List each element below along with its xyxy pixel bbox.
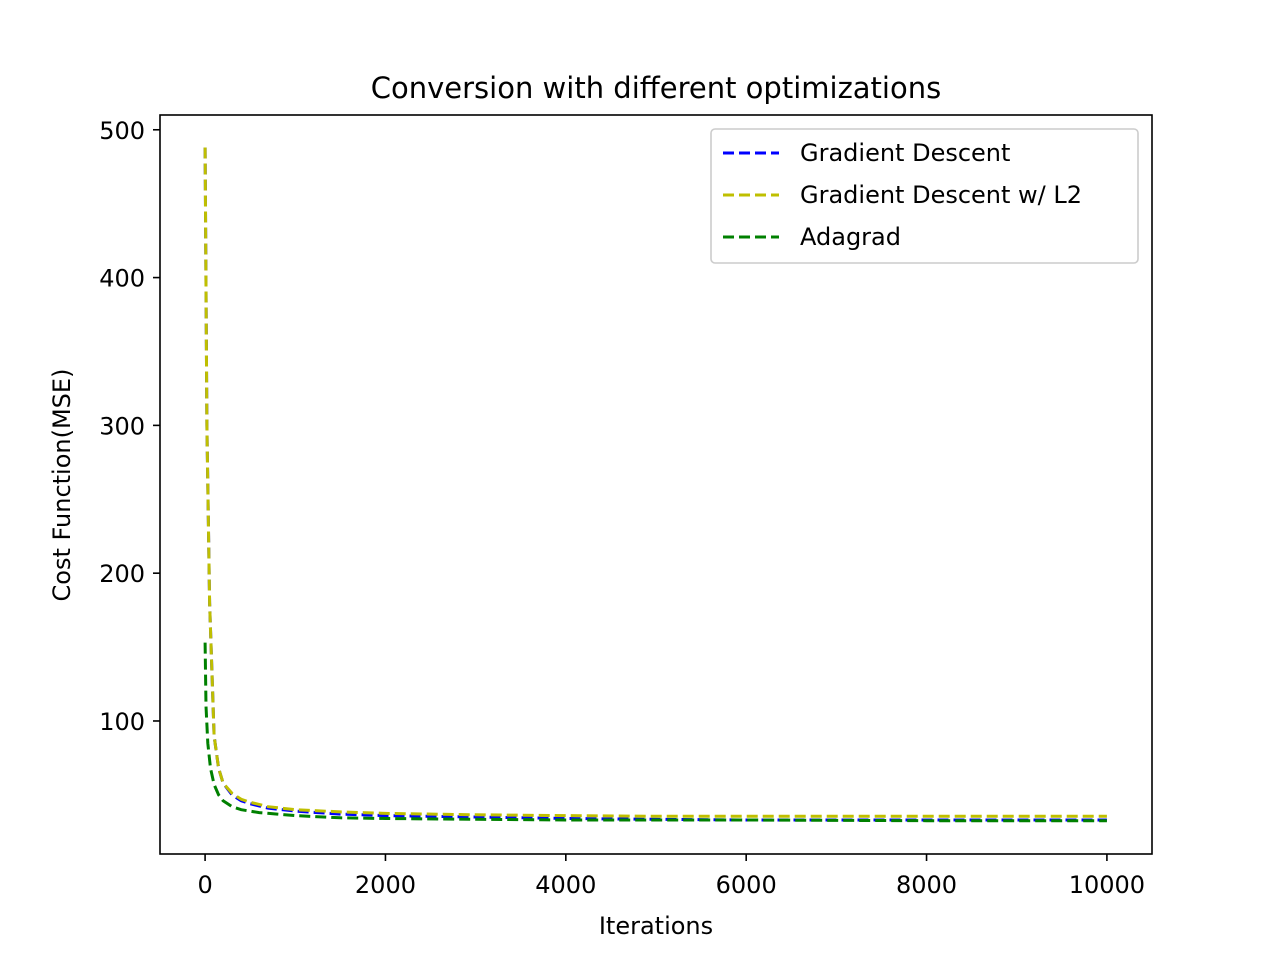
legend-label-1: Gradient Descent w/ L2 [800, 181, 1082, 209]
plot-area [203, 147, 1107, 823]
legend: Gradient Descent Gradient Descent w/ L2 Ad… [710, 128, 1139, 264]
y-axis-title: Cost Function(MSE) [48, 369, 76, 602]
x-tick-label-2: 4000 [535, 871, 596, 899]
legend-label-0: Gradient Descent [800, 139, 1010, 167]
x-tick-label-4: 8000 [896, 871, 957, 899]
y-tick-label-4: 500 [99, 117, 145, 145]
axis-ticks: 0 2000 4000 6000 8000 10000 100 200 300 400 500 [99, 117, 1145, 899]
x-tick-label-0: 0 [197, 871, 212, 899]
series-line-1 [203, 147, 1107, 818]
x-tick-label-5: 10000 [1069, 871, 1145, 899]
y-tick-label-2: 300 [99, 412, 145, 440]
y-tick-label-1: 200 [99, 560, 145, 588]
series-line-2 [203, 642, 1107, 823]
legend-box [710, 128, 1139, 264]
axes-frame [159, 114, 1153, 855]
y-tick-label-3: 400 [99, 265, 145, 293]
legend-label-2: Adagrad [800, 223, 901, 251]
x-tick-label-3: 6000 [716, 871, 777, 899]
x-axis-title: Iterations [599, 912, 713, 940]
chart-title: Conversion with different optimizations [371, 71, 941, 105]
y-tick-label-0: 100 [99, 708, 145, 736]
x-tick-label-1: 2000 [355, 871, 416, 899]
